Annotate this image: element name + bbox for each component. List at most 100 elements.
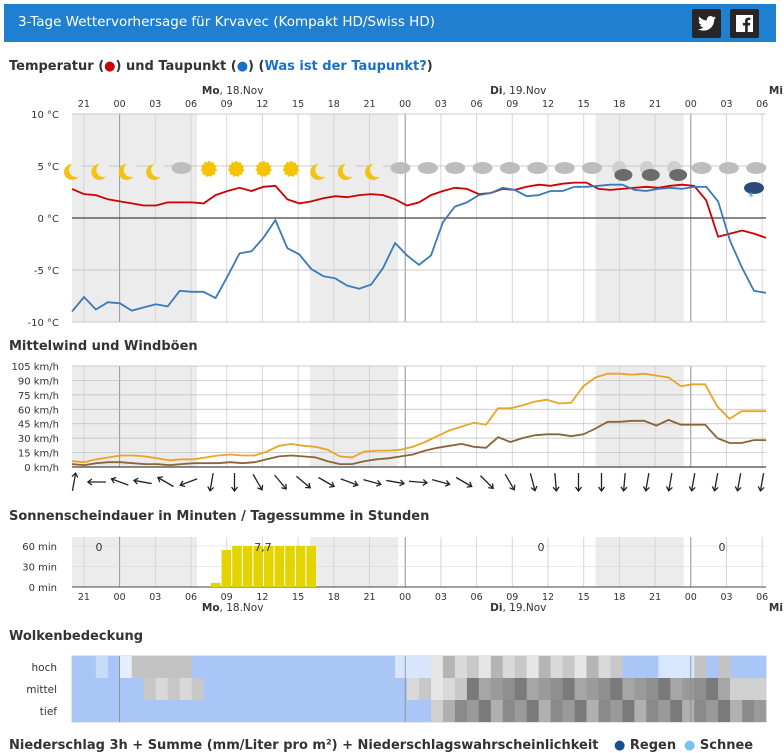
cloud-cover-cell <box>263 656 276 678</box>
temp-hour-label: 06 <box>185 99 197 110</box>
moon-shadow-icon <box>315 163 330 177</box>
cloud-cover-cell <box>514 678 527 700</box>
sun-hour-label: 00 <box>114 592 126 603</box>
temp-hour-label: 00 <box>399 99 411 110</box>
cloud-cover-cell <box>167 678 180 700</box>
cloud-cover-cell <box>311 656 324 678</box>
wind-direction-arrow <box>71 472 79 491</box>
cloud-cover-cell <box>646 700 659 722</box>
cloud-cover-cell <box>526 700 539 722</box>
cloud-cover-cell <box>395 656 408 678</box>
cloud-cover-cell <box>347 700 360 722</box>
cloud-cover-cell <box>95 700 109 722</box>
sun-hour-label: 00 <box>399 592 411 603</box>
wind-arrow-head <box>156 476 163 483</box>
temperature-dot-icon: ● <box>104 59 116 74</box>
sun-hour-label: 09 <box>506 592 518 603</box>
sun-day-label: Mi, 20.Nov <box>769 602 784 614</box>
wind-arrow-head <box>711 486 719 492</box>
cloud-cover-cell <box>191 678 204 700</box>
cloud-cover-cell <box>107 700 121 722</box>
moon-shadow-icon <box>69 163 83 177</box>
cloud-cover-cell <box>203 678 216 700</box>
sun-hour-label: 15 <box>578 592 590 603</box>
cloud-cover-cell <box>490 678 504 700</box>
wind-gust-line <box>71 372 766 464</box>
snowflake-icon: * <box>748 190 754 204</box>
cloud-cover-cell <box>167 656 180 678</box>
cloud-cover-cell <box>682 678 695 700</box>
cloud-cover-cell <box>514 656 527 678</box>
cloud-cover-cell <box>215 678 228 700</box>
sun-ytick: 60 min <box>22 542 57 553</box>
sun-hour-label: 03 <box>720 592 732 603</box>
wind-night-band <box>595 366 684 467</box>
sun-hour-label: 06 <box>756 592 768 603</box>
cloud-icon <box>718 162 739 174</box>
cloud-cover-cell <box>478 656 492 678</box>
cloud-cover-cell <box>550 678 563 700</box>
temp-day-label: Mo, 18.Nov <box>202 85 264 97</box>
cloud-cover-cell <box>407 656 420 678</box>
cloud-cover-cell <box>718 700 731 722</box>
cloud-icon <box>554 162 575 174</box>
cloud-cover-cell <box>95 678 109 700</box>
cloud-cover-cell <box>383 656 396 678</box>
wind-arrow-shaft <box>408 480 428 484</box>
cloud-cover-cell <box>155 700 169 722</box>
temperature-line <box>71 181 767 239</box>
temp-hour-label: 15 <box>292 99 304 110</box>
wind-direction-arrow <box>408 478 429 486</box>
dewpoint-info-link[interactable]: Was ist der Taupunkt? <box>264 59 427 74</box>
cloud-cover-cell <box>239 656 252 678</box>
cloud-cover-cell <box>646 678 659 700</box>
cloud-cover-cell <box>454 700 468 722</box>
sunshine-bar <box>221 550 232 587</box>
temp-hour-label: 06 <box>471 99 483 110</box>
wind-arrow-head <box>281 483 287 490</box>
sun-hour-label: 21 <box>649 592 661 603</box>
rain-dot-icon: ● <box>614 738 630 753</box>
wind-arrow-shaft <box>295 475 311 489</box>
cloud-cover-cell <box>323 700 336 722</box>
moon-shadow-icon <box>96 163 111 177</box>
cloud-cover-cell <box>371 656 384 678</box>
cloud-cover-cell <box>670 700 683 722</box>
temp-hour-label: 15 <box>578 99 590 110</box>
temp-ytick: -10 °C <box>28 318 60 329</box>
wind-arrow-shaft <box>645 473 650 491</box>
cloud-cover-cell <box>275 656 288 678</box>
wind-direction-arrow <box>252 473 264 491</box>
wind-arrow-head <box>110 476 117 484</box>
cloud-cover-cell <box>287 700 300 722</box>
sunshine-bar <box>253 546 263 587</box>
wind-arrow-shaft <box>274 474 287 490</box>
sun-daily-total: 0 <box>719 541 726 554</box>
wind-arrow-shaft <box>318 476 335 488</box>
cloud-cover-cell <box>431 656 444 678</box>
wind-night-band <box>310 366 399 467</box>
cloud-cover-cell <box>143 678 157 700</box>
wind-arrow-head <box>620 486 628 493</box>
cloud-cover-cell <box>167 700 180 722</box>
cloud-cover-cell <box>634 700 647 722</box>
cloud-cover-cell <box>550 700 563 722</box>
temp-ytick: 0 °C <box>37 214 59 225</box>
cloud-cover-cell <box>442 656 456 678</box>
wind-direction-arrow <box>274 474 287 490</box>
legend-snow-label: Schnee <box>699 738 754 753</box>
temp-hour-label: 00 <box>114 99 126 110</box>
wind-direction-arrow <box>156 476 174 488</box>
wind-direction-arrow <box>504 473 516 491</box>
twitter-icon[interactable] <box>692 9 721 38</box>
cloud-cover-cell <box>263 700 276 722</box>
cloud-cover-cell <box>646 656 659 678</box>
temp-title-prefix: Temperatur ( <box>9 59 105 74</box>
cloud-cover-cell <box>562 678 575 700</box>
facebook-icon[interactable] <box>730 9 759 38</box>
cloud-cover-cell <box>718 656 731 678</box>
cloud-cover-cell <box>742 678 755 700</box>
sun-day-label: Di, 19.Nov <box>490 602 546 614</box>
cloud-cover-cell <box>383 678 396 700</box>
cloud-cover-cell <box>706 700 719 722</box>
